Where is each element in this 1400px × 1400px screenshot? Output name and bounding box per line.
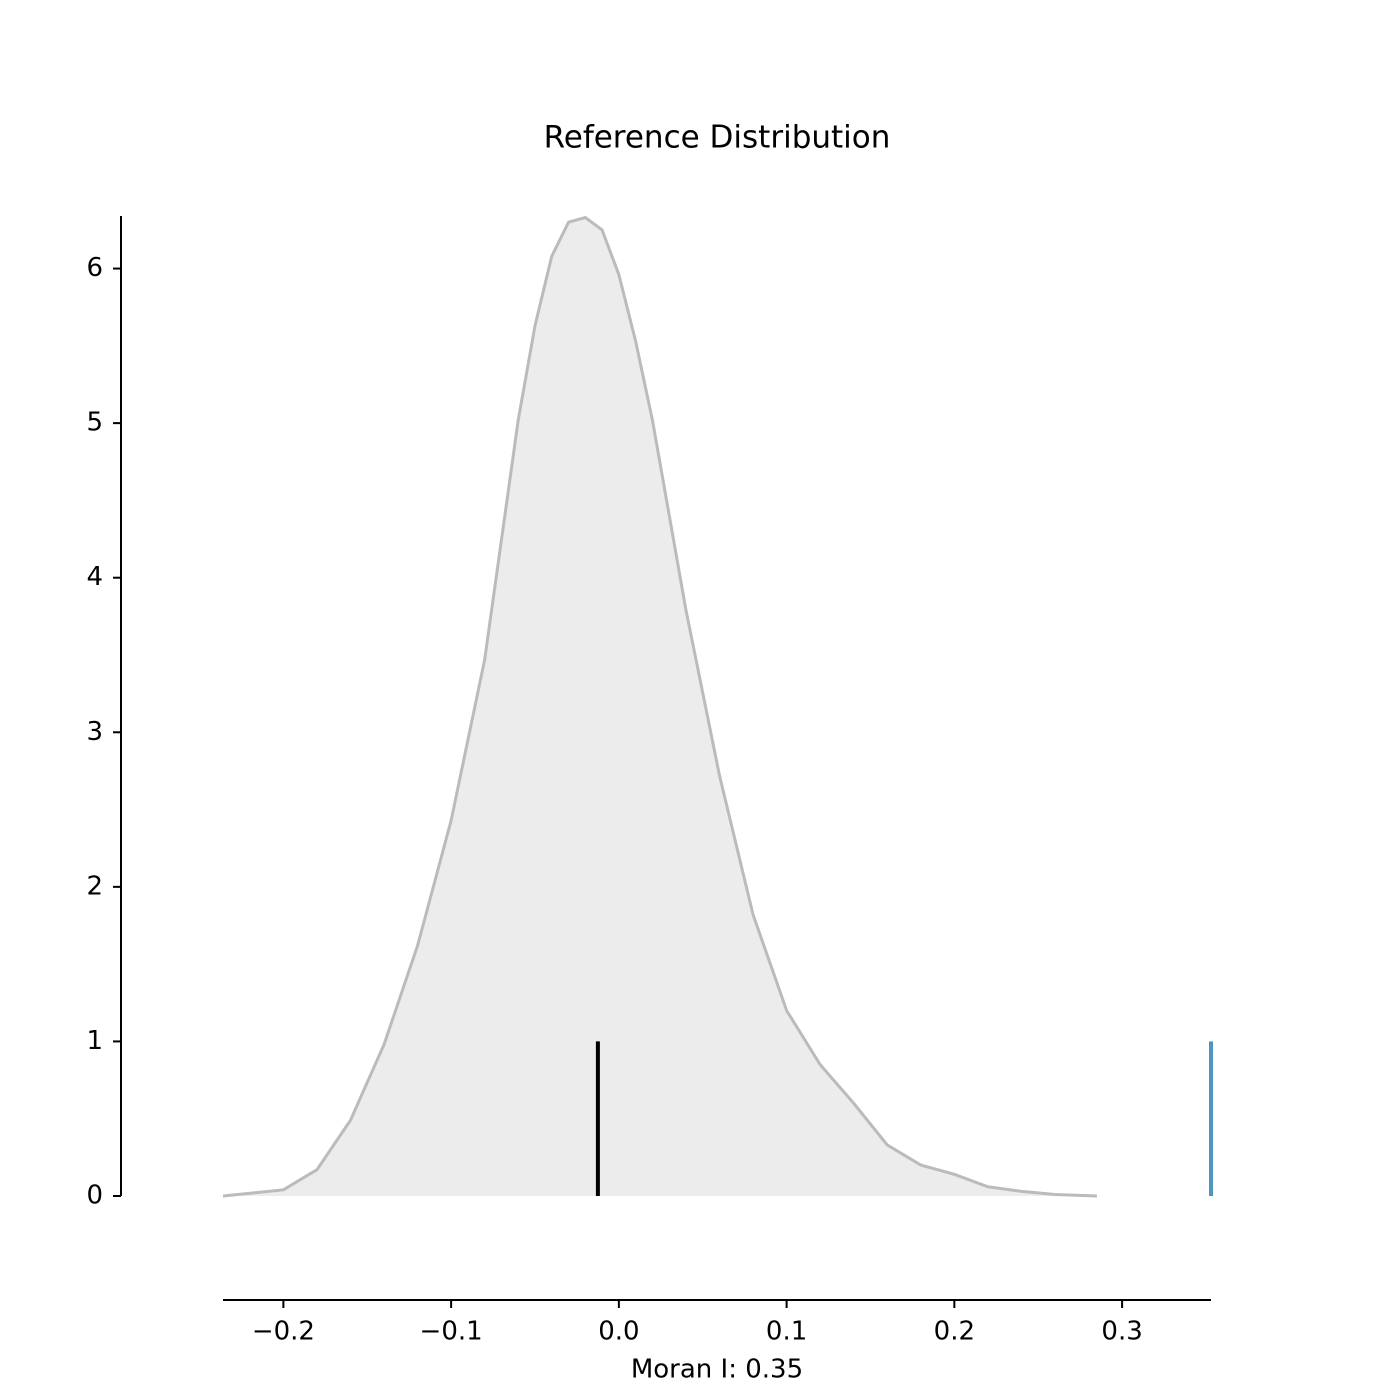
density-line — [222, 215, 1097, 1198]
x-tick-label: 0.0 — [598, 1317, 639, 1347]
x-tick-label: −0.1 — [420, 1317, 483, 1347]
y-tick-label: 2 — [86, 871, 103, 901]
y-tick-label: 0 — [86, 1181, 103, 1211]
density-area — [223, 217, 1097, 1196]
y-tick-label: 4 — [86, 562, 103, 592]
x-tick-label: 0.2 — [934, 1317, 975, 1347]
y-tick-label: 5 — [86, 408, 103, 438]
x-tick-label: 0.1 — [766, 1317, 807, 1347]
y-tick-label: 6 — [86, 253, 103, 283]
chart-title: Reference Distribution — [544, 120, 891, 156]
x-axis-label: Moran I: 0.35 — [631, 1355, 803, 1385]
x-tick-label: 0.3 — [1101, 1317, 1142, 1347]
y-tick-label: 3 — [86, 717, 103, 747]
y-tick-label: 1 — [86, 1026, 103, 1056]
x-tick-label: −0.2 — [252, 1317, 315, 1347]
